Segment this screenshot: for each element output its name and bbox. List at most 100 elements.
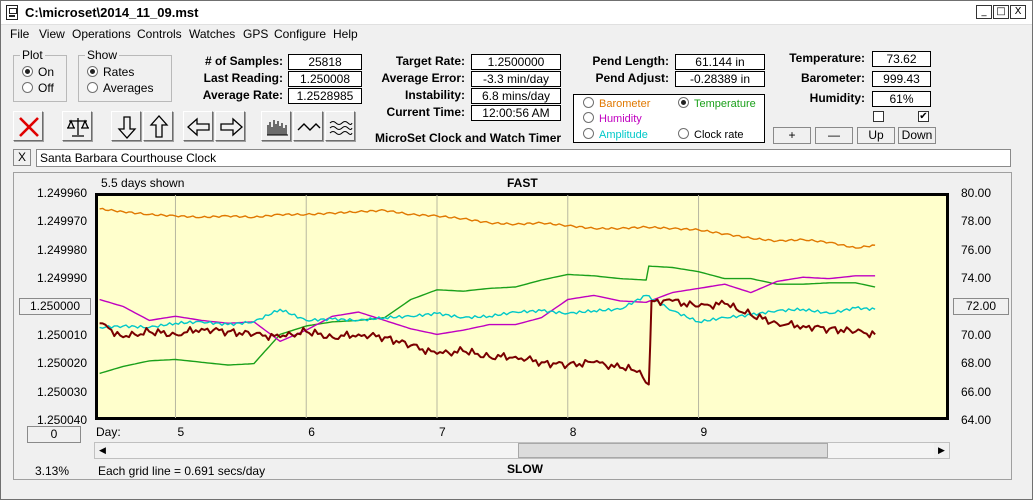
left-checkbox[interactable] — [873, 111, 884, 122]
radio-icon — [583, 112, 594, 123]
red-x-icon — [19, 117, 39, 137]
right-tick: 66.00 — [960, 385, 991, 399]
arrow-up-icon — [149, 115, 169, 138]
sensor-humidity-radio[interactable]: Humidity — [583, 112, 642, 125]
scale-minus-button[interactable]: — — [815, 127, 853, 144]
instability-label: Instability: — [404, 88, 465, 102]
pend-length-field: 61.144 in — [675, 54, 765, 70]
scale-plus-button[interactable]: + — [773, 127, 811, 144]
samples-field: 25818 — [288, 54, 362, 70]
offset-value-box[interactable]: 0 — [27, 426, 81, 443]
arrow-left-icon — [187, 117, 210, 137]
instability-field: 6.8 mins/day — [471, 88, 561, 104]
clear-button[interactable] — [13, 111, 43, 141]
app-label: MicroSet Clock and Watch Timer — [375, 131, 562, 145]
left-tick: 1.249990 — [36, 271, 87, 285]
average-rate-field: 1.2528985 — [288, 88, 362, 104]
scale-up-button[interactable]: Up — [857, 127, 895, 144]
menu-watches[interactable]: Watches — [189, 27, 236, 41]
left-center-value-box[interactable]: 1.250000 — [19, 298, 91, 315]
sensor-clock-rate-radio[interactable]: Clock rate — [678, 128, 744, 141]
show-rates-radio[interactable]: Rates — [87, 65, 134, 79]
grid-note-label: Each grid line = 0.691 secs/day — [98, 464, 266, 478]
humidity-label: Humidity: — [809, 91, 865, 105]
current-time-field: 12:00:56 AM — [471, 105, 561, 121]
show-averages-label: Averages — [103, 81, 154, 95]
pend-adjust-label: Pend Adjust: — [595, 71, 669, 85]
left-tick: 1.250020 — [36, 356, 87, 370]
move-down-button[interactable] — [111, 111, 141, 141]
day-tick-label: 6 — [308, 425, 315, 439]
plot-off-radio[interactable]: Off — [22, 81, 54, 95]
menu-configure[interactable]: Configure — [274, 27, 327, 41]
move-up-button[interactable] — [143, 111, 173, 141]
radio-selected-icon — [87, 66, 98, 77]
radio-icon — [583, 97, 594, 108]
right-tick: 76.00 — [960, 243, 991, 257]
day-tick-label: 5 — [177, 425, 185, 439]
right-checkbox[interactable]: ✔ — [918, 111, 929, 122]
close-button[interactable]: X — [1010, 5, 1026, 19]
radio-icon — [678, 128, 689, 139]
scale-down-button[interactable]: Down — [898, 127, 936, 144]
menu-controls[interactable]: Controls — [137, 27, 182, 41]
time-scrollbar[interactable]: ◀ ▶ — [94, 442, 950, 459]
left-tick: 1.249960 — [36, 186, 87, 200]
series-line-temperature — [99, 265, 876, 375]
rate-chart — [95, 193, 949, 420]
sensor-barometer-radio[interactable]: Barometer — [583, 97, 650, 110]
maximize-button[interactable]: □ — [993, 5, 1009, 19]
days-shown-label: 5.5 days shown — [101, 176, 185, 190]
show-group: Show Rates Averages — [78, 48, 172, 102]
radio-selected-icon — [22, 66, 33, 77]
humidity-field: 61% — [872, 91, 931, 107]
current-time-label: Current Time: — [386, 105, 465, 119]
series-line-barometer — [99, 207, 876, 249]
app-icon — [6, 5, 18, 20]
scroll-thumb[interactable] — [518, 443, 828, 458]
left-tick: 1.249970 — [36, 214, 87, 228]
window-title: C:\microset\2014_11_09.mst — [25, 5, 199, 20]
scroll-right-icon[interactable]: ▶ — [934, 443, 949, 458]
sensor-amplitude-radio[interactable]: Amplitude — [583, 128, 648, 141]
sensor-barometer-label: Barometer — [599, 98, 651, 110]
radio-icon — [22, 82, 33, 93]
left-tick: 1.250030 — [36, 385, 87, 399]
day-tick-label: 8 — [569, 425, 577, 439]
sensor-temperature-radio[interactable]: Temperature — [678, 97, 756, 110]
barometer-label: Barometer: — [800, 71, 865, 85]
multiwave-button[interactable] — [325, 111, 355, 141]
move-left-button[interactable] — [183, 111, 213, 141]
clock-name-input[interactable]: Santa Barbara Courthouse Clock — [36, 149, 1011, 167]
percent-label: 3.13% — [35, 464, 70, 478]
right-tick: 64.00 — [960, 413, 991, 427]
menu-gps[interactable]: GPS — [243, 27, 269, 41]
scroll-left-icon[interactable]: ◀ — [95, 443, 110, 458]
move-right-button[interactable] — [215, 111, 245, 141]
minimize-button[interactable]: _ — [976, 5, 992, 19]
plot-on-radio[interactable]: On — [22, 65, 54, 79]
left-tick: 1.250010 — [36, 328, 87, 342]
wave-button[interactable] — [293, 111, 323, 141]
sensor-temperature-label: Temperature — [694, 98, 756, 110]
plot-group-title: Plot — [20, 48, 45, 62]
day-tick-label: 7 — [439, 425, 446, 439]
balance-button[interactable] — [62, 111, 92, 141]
right-tick: 68.00 — [960, 356, 991, 370]
histogram-icon — [267, 120, 288, 136]
last-reading-label: Last Reading: — [203, 71, 283, 85]
histogram-button[interactable] — [261, 111, 291, 141]
right-center-value-box[interactable]: 72.00 — [953, 298, 1009, 315]
series-line-clock-rate — [99, 298, 876, 386]
arrow-right-icon — [220, 117, 243, 137]
show-averages-radio[interactable]: Averages — [87, 81, 153, 95]
menu-operations[interactable]: Operations — [72, 27, 131, 41]
clock-close-button[interactable]: X — [13, 149, 31, 166]
multi-wave-icon — [329, 121, 353, 135]
menu-file[interactable]: File — [10, 27, 30, 41]
temperature-label: Temperature: — [789, 51, 865, 65]
sensor-amplitude-label: Amplitude — [599, 129, 648, 141]
plot-on-label: On — [38, 65, 55, 79]
menu-view[interactable]: View — [39, 27, 65, 41]
menu-help[interactable]: Help — [333, 27, 358, 41]
